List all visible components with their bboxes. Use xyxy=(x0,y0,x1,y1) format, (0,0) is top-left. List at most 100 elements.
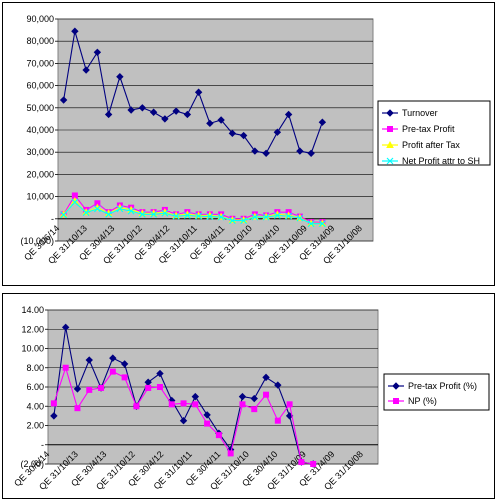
y-tick-label: 12.00 xyxy=(21,324,44,334)
data-point xyxy=(133,403,140,410)
data-point xyxy=(285,212,293,220)
data-point xyxy=(82,209,90,217)
data-point xyxy=(116,73,124,81)
y-tick-label: 6.00 xyxy=(26,382,44,392)
y-tick-label: 14.00 xyxy=(21,305,44,315)
data-point xyxy=(156,384,163,390)
data-point xyxy=(274,417,281,424)
y-tick-label: 30,000 xyxy=(26,147,54,157)
chart-financials-panel: (10,000) - 10,000 20,000 30,000 40,000 50,000 6… xyxy=(2,2,495,286)
data-point xyxy=(318,220,326,228)
data-point xyxy=(307,220,315,228)
data-point xyxy=(310,461,317,467)
y-tick-label: 90,000 xyxy=(26,14,54,24)
data-point xyxy=(86,386,93,393)
data-point xyxy=(105,210,113,218)
data-point xyxy=(149,108,158,116)
legend-label: Turnover xyxy=(402,108,438,118)
legend: Pre-tax Profit (%) NP (%) xyxy=(383,373,490,411)
data-point xyxy=(168,401,175,408)
data-point xyxy=(104,110,113,119)
data-point xyxy=(120,360,129,368)
legend-marker xyxy=(393,398,399,404)
series-line xyxy=(63,201,323,225)
legend-label: NP (%) xyxy=(408,396,437,406)
y-tick-label: 70,000 xyxy=(26,58,54,68)
data-point xyxy=(228,129,237,138)
data-point xyxy=(240,217,248,225)
legend-box xyxy=(377,100,491,166)
data-point xyxy=(194,88,203,96)
data-point xyxy=(156,369,164,378)
data-point xyxy=(273,128,282,136)
data-point xyxy=(262,373,270,382)
data-point xyxy=(161,115,169,123)
legend-label: Profit after Tax xyxy=(402,140,460,150)
y-tick-label: 40,000 xyxy=(26,125,54,135)
data-point xyxy=(172,212,180,220)
data-point xyxy=(238,392,247,401)
data-point xyxy=(138,104,147,112)
y-tick-label: (10,000) xyxy=(20,236,54,246)
series-line xyxy=(63,31,323,154)
data-point xyxy=(298,459,305,466)
data-point xyxy=(206,213,214,221)
series-net-profit-attr-to-sh xyxy=(60,198,326,228)
data-point xyxy=(150,210,158,218)
series-turnover xyxy=(59,27,327,158)
legend-marker xyxy=(392,382,400,390)
data-point xyxy=(239,401,246,408)
data-point xyxy=(138,210,146,218)
data-point xyxy=(161,209,169,217)
data-point xyxy=(61,323,70,332)
data-point xyxy=(109,354,117,362)
data-point xyxy=(251,147,259,155)
data-point xyxy=(251,213,259,221)
data-point xyxy=(262,149,270,158)
data-point xyxy=(62,364,69,371)
data-point xyxy=(82,66,90,74)
data-point xyxy=(273,212,281,219)
legend-label: Pre-tax Profit xyxy=(402,124,455,134)
data-point xyxy=(228,217,236,225)
data-point xyxy=(116,205,124,213)
data-point xyxy=(227,450,234,457)
data-point xyxy=(183,110,192,119)
data-point xyxy=(71,198,79,206)
y-tick-label: 20,000 xyxy=(26,169,54,179)
y-tick-label: (2.00) xyxy=(20,459,44,469)
data-point xyxy=(204,420,211,427)
data-point xyxy=(217,116,225,124)
data-point xyxy=(59,96,68,104)
y-tick-label: 4.00 xyxy=(26,401,44,411)
y-tick-label: - xyxy=(41,440,44,450)
y-tick-label: 50,000 xyxy=(26,103,54,113)
legend-marker xyxy=(386,157,394,165)
data-point xyxy=(93,205,101,213)
data-point xyxy=(263,391,270,398)
legend: Turnover Pre-tax Profit Profit after Tax Ne… xyxy=(377,100,491,166)
data-point xyxy=(121,374,128,381)
data-point xyxy=(127,207,135,215)
y-tick-label: 60,000 xyxy=(26,81,54,91)
legend-box xyxy=(383,373,490,411)
data-point xyxy=(307,149,315,158)
data-point xyxy=(274,381,282,389)
data-point xyxy=(98,384,105,391)
data-point xyxy=(206,119,214,128)
data-point xyxy=(60,211,68,219)
chart-financials: (10,000) - 10,000 20,000 30,000 40,000 50,000 6… xyxy=(20,14,491,266)
y-tick-label: 10,000 xyxy=(26,192,54,202)
data-point xyxy=(145,384,152,391)
data-point xyxy=(50,412,58,420)
data-point xyxy=(296,214,304,222)
data-point xyxy=(50,400,57,407)
y-tick-label: 10.00 xyxy=(21,344,44,354)
data-point xyxy=(286,401,293,408)
data-point xyxy=(127,106,135,114)
data-point xyxy=(183,212,191,219)
legend-marker xyxy=(386,140,394,148)
chart-margins: (2.00)-2.004.006.008.0010.0012.0014.00QE… xyxy=(12,305,490,492)
data-point xyxy=(93,48,102,57)
data-point xyxy=(192,401,199,408)
